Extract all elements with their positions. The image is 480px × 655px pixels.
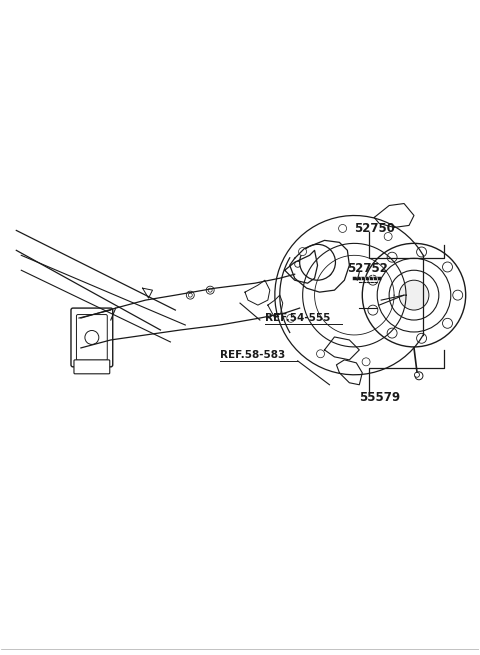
Circle shape: [389, 271, 439, 320]
Circle shape: [443, 262, 453, 272]
Circle shape: [384, 233, 392, 240]
Circle shape: [305, 257, 311, 263]
Circle shape: [443, 318, 453, 328]
Circle shape: [368, 305, 378, 315]
FancyBboxPatch shape: [74, 360, 110, 374]
Circle shape: [387, 252, 397, 262]
Circle shape: [299, 248, 307, 255]
Circle shape: [362, 244, 466, 347]
Circle shape: [206, 286, 214, 294]
Circle shape: [208, 288, 212, 292]
Circle shape: [324, 269, 332, 276]
Circle shape: [399, 280, 429, 310]
Text: REF.58-583: REF.58-583: [220, 350, 286, 360]
Circle shape: [312, 265, 323, 275]
Circle shape: [295, 261, 300, 267]
FancyBboxPatch shape: [76, 314, 107, 360]
FancyBboxPatch shape: [71, 308, 113, 367]
Circle shape: [415, 372, 420, 377]
Circle shape: [387, 328, 397, 338]
Circle shape: [188, 293, 192, 297]
Text: 52752: 52752: [348, 262, 388, 274]
Circle shape: [316, 350, 324, 358]
Circle shape: [417, 247, 427, 257]
Circle shape: [362, 358, 370, 365]
Circle shape: [300, 244, 336, 280]
Circle shape: [453, 290, 463, 300]
Circle shape: [368, 275, 378, 285]
Circle shape: [377, 258, 451, 332]
Circle shape: [417, 333, 427, 343]
Circle shape: [319, 252, 330, 264]
Circle shape: [301, 248, 318, 263]
Circle shape: [287, 314, 295, 322]
Text: 55579: 55579: [360, 391, 400, 404]
Circle shape: [338, 225, 347, 233]
Circle shape: [415, 372, 423, 380]
Text: REF.54-555: REF.54-555: [265, 313, 330, 323]
Text: 52750: 52750: [354, 222, 395, 235]
Circle shape: [402, 335, 410, 343]
Circle shape: [186, 291, 194, 299]
Circle shape: [85, 331, 99, 345]
